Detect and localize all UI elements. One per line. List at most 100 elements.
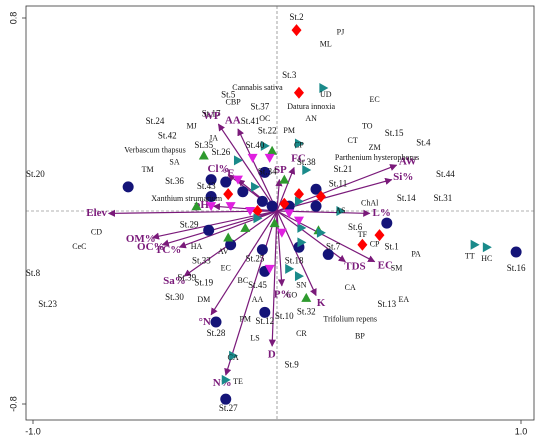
- site-label: St.14: [397, 193, 416, 203]
- env-label: FC: [291, 153, 306, 165]
- site-label: St.9: [285, 359, 300, 369]
- species-label: PM: [239, 314, 251, 323]
- site-label: St.31: [434, 193, 453, 203]
- site-label: St.23: [38, 299, 57, 309]
- species-label: Trifolium repens: [323, 314, 377, 323]
- species-label: PA: [411, 249, 421, 258]
- species-label: CT: [348, 136, 358, 145]
- site-label: St.2: [289, 12, 303, 22]
- site-label: St.38: [297, 157, 316, 167]
- species-label: CP: [370, 240, 380, 249]
- point-triangle-down: [293, 216, 304, 226]
- site-label: St.42: [158, 130, 177, 140]
- species-label: ML: [320, 39, 332, 48]
- species-label: AV: [218, 247, 229, 256]
- point-circle: [220, 176, 232, 188]
- species-label: AS: [335, 206, 345, 215]
- env-label: Si%: [393, 171, 413, 183]
- env-label: SP: [274, 164, 287, 176]
- x-tick-label: 1.0: [515, 426, 528, 436]
- point-triangle-up: [191, 201, 202, 211]
- species-label: DM: [197, 295, 210, 304]
- y-tick-label: -0.8: [8, 396, 18, 412]
- point-triangle-right: [253, 213, 263, 224]
- point-triangle-up: [198, 150, 209, 160]
- site-label: St.1: [385, 241, 399, 251]
- point-triangle-down: [225, 202, 236, 212]
- env-label: D: [268, 349, 276, 361]
- species-label: CeC: [72, 242, 86, 251]
- point-triangle-down: [247, 153, 258, 163]
- point-triangle-right: [470, 239, 480, 250]
- env-arrow: [178, 210, 278, 249]
- species-label: Xanthium strumarium: [151, 194, 223, 203]
- point-triangle-right: [260, 140, 270, 151]
- point-diamond: [279, 197, 290, 210]
- point-circle: [256, 195, 268, 207]
- species-label: EA: [399, 295, 410, 304]
- species-label: LS: [250, 334, 259, 343]
- point-triangle-up: [269, 218, 280, 228]
- env-arrow: [276, 177, 393, 212]
- env-arrow: [212, 203, 278, 212]
- point-triangle-right: [251, 181, 261, 192]
- species-label: MJ: [186, 121, 196, 130]
- species-label: BP: [355, 331, 365, 340]
- point-circle: [220, 393, 232, 405]
- env-label: EC: [378, 259, 393, 271]
- site-label: St.15: [385, 128, 404, 138]
- species-label: CA: [228, 353, 239, 362]
- plot-layer: -1.0 1.0-0.80.8WP AACl%°EpHElevOM%OC%TC%Sa…: [8, 6, 534, 436]
- env-label: OM%: [126, 233, 156, 245]
- point-circle: [205, 191, 217, 203]
- species-label: CR: [296, 329, 307, 338]
- site-label: St.28: [207, 328, 226, 338]
- env-label: °N: [199, 316, 211, 328]
- env-label: TC%: [155, 244, 181, 256]
- env-label: P%: [274, 288, 292, 300]
- env-label: AW: [399, 155, 417, 167]
- point-triangle-down: [264, 153, 275, 163]
- env-arrow: [276, 210, 346, 263]
- point-circle: [322, 248, 334, 260]
- env-label: WP: [203, 110, 221, 122]
- point-triangle-down: [245, 207, 256, 216]
- env-label: K: [317, 297, 326, 309]
- site-label: St.22: [258, 125, 277, 135]
- site-label: St.19: [194, 277, 213, 287]
- point-triangle-up: [267, 145, 278, 155]
- site-label: St.18: [285, 256, 304, 266]
- point-circle: [122, 181, 134, 193]
- env-label: TDS: [344, 261, 365, 273]
- site-label: St.10: [275, 311, 294, 321]
- site-label: St.45: [248, 280, 267, 290]
- point-diamond: [293, 188, 304, 201]
- species-label: Parthenium hysterophorus: [335, 153, 419, 162]
- site-label: St.3: [282, 70, 297, 80]
- point-circle: [310, 183, 322, 195]
- species-label: SA: [169, 158, 179, 167]
- species-label: OC: [259, 114, 270, 123]
- site-label: St.32: [297, 306, 316, 316]
- species-label: CO: [286, 290, 297, 299]
- species-label: PM: [283, 126, 295, 135]
- env-arrow: [268, 210, 278, 347]
- site-label: St.35: [194, 140, 213, 150]
- point-triangle-right: [294, 138, 304, 149]
- point-triangle-down: [264, 264, 275, 274]
- point-circle: [237, 186, 249, 198]
- point-triangle-right: [294, 271, 304, 282]
- site-label: St.25: [246, 253, 265, 263]
- point-triangle-right: [302, 164, 312, 175]
- site-label: St.12: [255, 316, 274, 326]
- point-circle: [210, 316, 222, 328]
- point-circle: [510, 246, 522, 258]
- species-label: TM: [142, 165, 154, 174]
- species-label: CA: [345, 283, 356, 292]
- site-label: St.5: [221, 89, 236, 99]
- point-triangle-right: [297, 237, 307, 248]
- env-label: Sa%: [163, 275, 186, 287]
- point-triangle-right: [229, 350, 239, 361]
- species-label: TO: [362, 121, 373, 130]
